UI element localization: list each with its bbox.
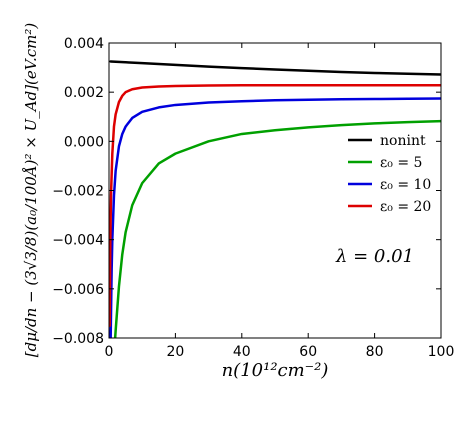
series-layer xyxy=(109,60,441,338)
series-line--10 xyxy=(109,97,441,338)
y-tick-label: −0.006 xyxy=(52,282,104,298)
y-tick-label: 0.000 xyxy=(64,134,104,150)
y-tick-label: 0.002 xyxy=(64,85,104,101)
legend-label: ε₀ = 10 xyxy=(380,177,431,193)
legend-label: nonint xyxy=(380,133,426,149)
x-tick-label: 80 xyxy=(366,344,384,360)
x-axis: 0 20 40 60 80 100 xyxy=(105,43,455,360)
series-line--20 xyxy=(109,84,441,327)
x-tick-label: 60 xyxy=(299,344,317,360)
series-line--5 xyxy=(113,119,441,338)
y-tick-label: −0.002 xyxy=(52,184,104,200)
x-tick-label: 40 xyxy=(233,344,251,360)
series-line-nonint xyxy=(109,60,441,76)
lambda-annotation: λ = 0.01 xyxy=(335,246,414,267)
y-tick-label: −0.008 xyxy=(52,331,104,347)
x-tick-label: 0 xyxy=(105,344,114,360)
legend: nonint ε₀ = 5 ε₀ = 10 ε₀ = 20 xyxy=(348,133,431,215)
y-axis: 0.004 0.002 0.000 −0.002 −0.004 −0.006 −0.008 xyxy=(52,36,441,347)
legend-label: ε₀ = 20 xyxy=(380,199,431,215)
x-tick-label: 100 xyxy=(428,344,455,360)
y-tick-label: 0.004 xyxy=(64,36,104,52)
y-axis-label: [dμ/dn − (3√3/8)(a₀/100Å)² × U_Ad](eV.cm… xyxy=(22,23,40,358)
y-tick-label: −0.004 xyxy=(52,233,104,249)
x-axis-label: n(10¹²cm⁻²) xyxy=(222,360,329,381)
legend-label: ε₀ = 5 xyxy=(380,155,422,171)
x-tick-label: 20 xyxy=(166,344,184,360)
